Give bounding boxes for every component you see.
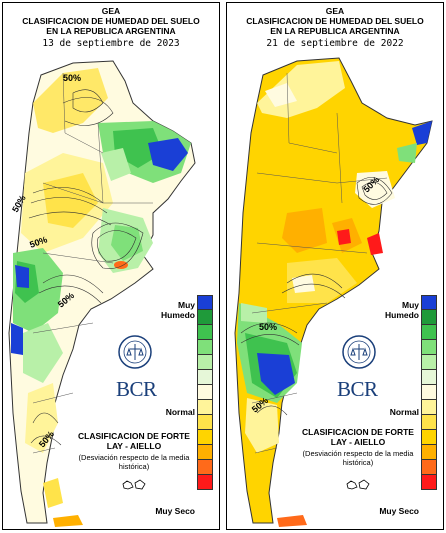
legend-label-wet: Muy Humedo [385,300,419,320]
legend-swatch [197,460,213,475]
legend-swatch [197,475,213,490]
classification-title: CLASIFICACION DE FORTE LAY - AIELLO [78,431,190,451]
legend-swatch [421,400,437,415]
map-title: GEA [101,6,121,16]
legend-swatch [197,445,213,460]
legend-swatch [421,415,437,430]
map-title: GEA [325,6,345,16]
classification-title: CLASIFICACION DE FORTE LAY - AIELLO [302,427,414,447]
map-date: 21 de septiembre de 2022 [266,38,404,49]
legend-swatch [421,370,437,385]
legend-swatch [197,310,213,325]
map-subtitle: CLASIFICACION DE HUMEDAD DEL SUELO EN LA… [22,16,200,36]
classification-note: (Desviación respecto de la media históri… [78,453,190,471]
legend-swatch [421,475,437,490]
bcr-logo: BCR [337,377,378,401]
legend-swatch [421,325,437,340]
legend-bar [197,295,213,490]
legend-swatch [197,295,213,310]
contour-label: 50% [259,322,277,332]
legend-label-normal: Normal [389,407,419,417]
legend-bar [421,295,437,490]
legend-swatch [197,355,213,370]
legend-label-normal: Normal [165,407,195,417]
bcr-logo: BCR [116,377,157,401]
legend-swatch [197,415,213,430]
legend-label-dry: Muy Seco [155,506,195,516]
map-header: GEA CLASIFICACION DE HUMEDAD DEL SUELO E… [227,6,443,50]
legend-label-dry: Muy Seco [379,506,419,516]
map-header: GEA CLASIFICACION DE HUMEDAD DEL SUELO E… [3,6,219,50]
classification-caption: CLASIFICACION DE FORTE LAY - AIELLO (Des… [75,431,193,471]
legend-swatch [421,430,437,445]
legend-swatch [197,370,213,385]
legend-swatch [197,430,213,445]
soil-moisture-map-2022: 50% 50% 50% [234,57,433,527]
legend-swatch [421,460,437,475]
legend-swatch [421,385,437,400]
legend-swatch [197,340,213,355]
contour-label: 50% [63,73,81,83]
malvinas-islands-icon [122,479,146,490]
legend-swatch [421,295,437,310]
legend-label-wet: Muy Humedo [161,300,195,320]
map-panel-2022: 50% 50% 50% GEA CLASIFICACION DE HUMEDAD… [226,2,444,530]
bcr-seal-icon [342,335,376,369]
classification-note: (Desviación respecto de la media históri… [302,449,414,467]
map-panel-2023: 50% 50% 50% 50% 50% GEA CLASIFICACION DE… [2,2,220,530]
legend-swatch [421,445,437,460]
soil-moisture-map-2023: 50% 50% 50% 50% 50% [8,60,196,527]
map-subtitle: CLASIFICACION DE HUMEDAD DEL SUELO EN LA… [246,16,424,36]
legend-swatch [421,340,437,355]
malvinas-islands-icon [346,479,370,490]
legend-swatch [197,400,213,415]
map-date: 13 de septiembre de 2023 [42,38,180,49]
bcr-seal-icon [118,335,152,369]
legend-swatch [197,385,213,400]
classification-caption: CLASIFICACION DE FORTE LAY - AIELLO (Des… [299,427,417,467]
legend-swatch [421,310,437,325]
legend-swatch [197,325,213,340]
legend-swatch [421,355,437,370]
